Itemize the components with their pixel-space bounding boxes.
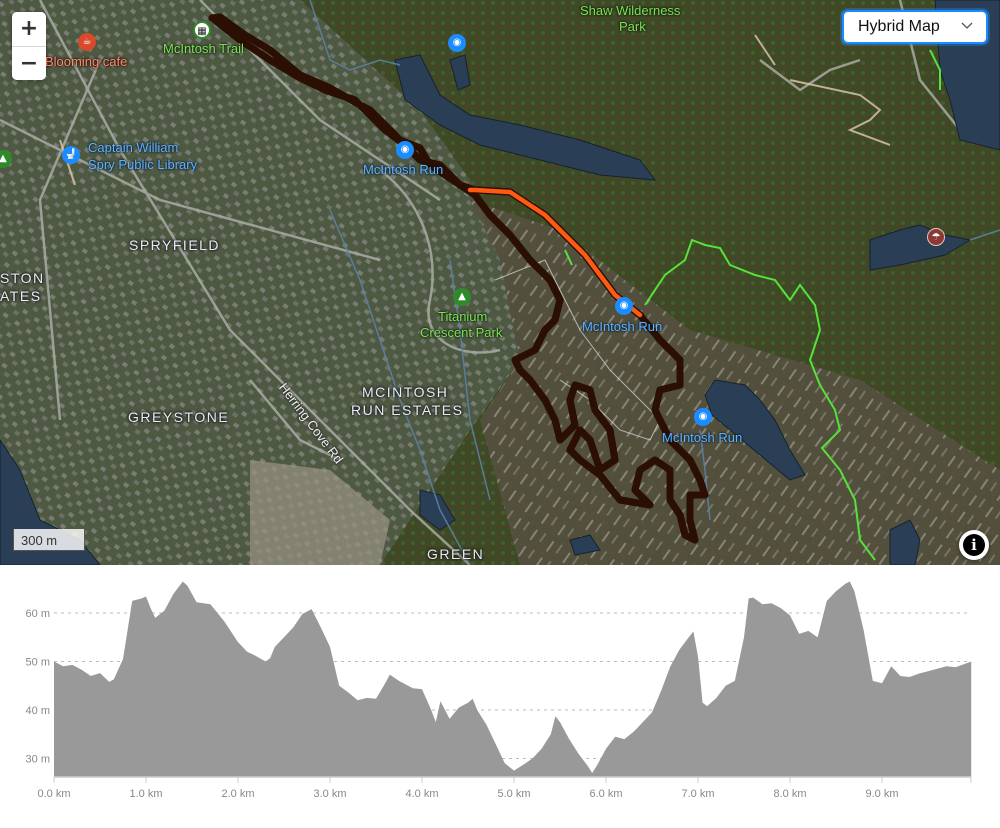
y-axis-ticks: 60 m 50 m 40 m 30 m bbox=[26, 608, 50, 766]
svg-text:50 m: 50 m bbox=[26, 657, 50, 669]
label-greystone: GREYSTONE bbox=[128, 409, 230, 425]
tree-icon: ▲ bbox=[0, 150, 12, 168]
svg-text:8.0 km: 8.0 km bbox=[773, 788, 806, 800]
picnic-umbrella-icon[interactable]: ☂ bbox=[927, 228, 945, 246]
svg-text:6.0 km: 6.0 km bbox=[589, 788, 622, 800]
label-library-2[interactable]: Spry Public Library bbox=[88, 157, 198, 172]
label-titanium-2[interactable]: Crescent Park bbox=[420, 325, 503, 340]
label-mcintosh-trail[interactable]: McIntosh Trail bbox=[163, 41, 244, 56]
green-trail-line bbox=[644, 238, 876, 561]
svg-text:0.0 km: 0.0 km bbox=[37, 788, 70, 800]
label-blooming-cafe[interactable]: Blooming cafe bbox=[45, 54, 128, 69]
camera-icon[interactable]: ◉ bbox=[448, 34, 466, 52]
route-line[interactable] bbox=[208, 13, 709, 544]
elevation-area bbox=[54, 581, 972, 777]
svg-text:5.0 km: 5.0 km bbox=[497, 788, 530, 800]
coffee-cup-icon[interactable]: ☕ bbox=[78, 33, 96, 51]
elevation-chart-canvas: 60 m 50 m 40 m 30 m 0.0 km 1.0 km 2.0 km 3.0 k… bbox=[26, 581, 972, 800]
label-mcintosh-run-estates-2: RUN ESTATES bbox=[351, 402, 464, 418]
chevron-down-icon bbox=[961, 22, 973, 29]
tree-icon[interactable]: ▲ bbox=[453, 288, 471, 306]
label-mcintosh-run[interactable]: McIntosh Run bbox=[582, 319, 663, 334]
toilet-icon[interactable]: 🚽 bbox=[62, 146, 80, 164]
zoom-out-button[interactable]: − bbox=[12, 46, 46, 80]
info-button[interactable]: i bbox=[959, 530, 989, 560]
map-view[interactable]: ☕ ▦ 🚽 ▲ ◉ ◉ ▲ ◉ ◉ ☂ Shaw Wilderness Park… bbox=[0, 0, 1000, 565]
label-mcintosh-run[interactable]: McIntosh Run bbox=[662, 430, 743, 445]
svg-text:40 m: 40 m bbox=[26, 705, 50, 717]
info-icon: i bbox=[963, 534, 985, 556]
svg-text:60 m: 60 m bbox=[26, 608, 50, 620]
zoom-in-button[interactable]: + bbox=[12, 12, 46, 46]
svg-text:30 m: 30 m bbox=[26, 754, 50, 766]
label-titanium[interactable]: Titanium bbox=[438, 309, 488, 324]
label-spryfield: SPRYFIELD bbox=[129, 237, 221, 253]
satellite-imagery bbox=[0, 0, 1000, 565]
svg-text:7.0 km: 7.0 km bbox=[681, 788, 714, 800]
camera-icon[interactable]: ◉ bbox=[694, 408, 712, 426]
camera-icon[interactable]: ◉ bbox=[396, 141, 414, 159]
label-shaw-wilderness-park[interactable]: Shaw Wilderness bbox=[580, 3, 681, 18]
label-mcintosh-run-estates: MCINTOSH bbox=[362, 384, 449, 400]
svg-text:9.0 km: 9.0 km bbox=[865, 788, 898, 800]
svg-text:4.0 km: 4.0 km bbox=[405, 788, 438, 800]
svg-text:2.0 km: 2.0 km bbox=[221, 788, 254, 800]
x-axis: 0.0 km 1.0 km 2.0 km 3.0 km 4.0 km 5.0 km 6.0 … bbox=[37, 776, 972, 800]
map-type-label: Hybrid Map bbox=[858, 18, 940, 35]
label-ston: STON bbox=[0, 270, 45, 286]
label-green: GREEN bbox=[427, 546, 485, 562]
map-type-select[interactable]: Hybrid Map bbox=[842, 10, 988, 44]
label-mcintosh-run[interactable]: McIntosh Run bbox=[363, 162, 444, 177]
checkered-flag-icon[interactable]: ▦ bbox=[193, 21, 211, 39]
svg-text:1.0 km: 1.0 km bbox=[129, 788, 162, 800]
svg-text:3.0 km: 3.0 km bbox=[313, 788, 346, 800]
label-ates: ATES bbox=[0, 288, 42, 304]
label-library[interactable]: Captain William bbox=[88, 140, 179, 155]
elevation-profile-chart[interactable]: 60 m 50 m 40 m 30 m 0.0 km 1.0 km 2.0 km 3.0 k… bbox=[0, 565, 1000, 828]
label-shaw-wilderness-park-2[interactable]: Park bbox=[619, 19, 646, 34]
camera-icon[interactable]: ◉ bbox=[615, 297, 633, 315]
zoom-controls: + − bbox=[12, 12, 46, 80]
scale-bar: 300 m bbox=[13, 529, 85, 551]
